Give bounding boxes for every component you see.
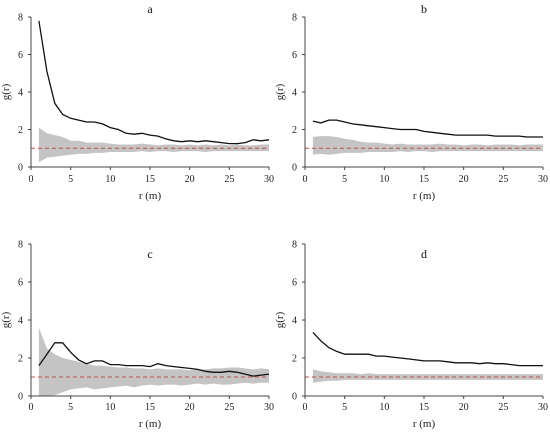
x-tick-label: 10 xyxy=(105,402,115,413)
observed-line xyxy=(38,20,270,145)
x-tick-label: 5 xyxy=(342,174,347,185)
x-tick-label: 30 xyxy=(264,402,274,413)
x-tick-label: 25 xyxy=(224,402,234,413)
y-tick-label: 4 xyxy=(292,88,297,99)
x-tick-label: 25 xyxy=(498,402,508,413)
simulation-envelope xyxy=(38,327,270,396)
y-tick-label: 4 xyxy=(18,316,23,327)
panel-label: b xyxy=(421,2,427,16)
y-tick-label: 4 xyxy=(292,316,297,327)
x-tick-label: 15 xyxy=(145,402,155,413)
x-tick-label: 15 xyxy=(419,402,429,413)
observed-line xyxy=(312,331,543,367)
y-tick-label: 8 xyxy=(292,13,297,24)
y-tick-label: 6 xyxy=(18,50,23,61)
x-tick-label: 30 xyxy=(538,402,548,413)
panel-label: a xyxy=(147,2,153,16)
observed-line xyxy=(38,342,270,377)
x-tick-label: 0 xyxy=(303,174,308,185)
x-axis-title: r (m) xyxy=(139,418,162,430)
x-axis-title: r (m) xyxy=(139,190,162,202)
x-tick-label: 5 xyxy=(68,174,73,185)
x-tick-label: 5 xyxy=(342,402,347,413)
x-tick-label: 10 xyxy=(105,174,115,185)
x-tick-label: 25 xyxy=(498,174,508,185)
y-tick-label: 0 xyxy=(18,163,23,174)
x-tick-label: 30 xyxy=(264,174,274,185)
x-tick-label: 25 xyxy=(224,174,234,185)
y-axis-title: g(r) xyxy=(274,311,286,328)
x-tick-label: 30 xyxy=(538,174,548,185)
simulation-envelope xyxy=(312,369,543,383)
panel-d: 0 5 10 15 20 25 30 0 2 4 6 8 r (m) g(r) d xyxy=(274,240,548,431)
y-tick-label: 2 xyxy=(292,354,297,365)
observed-line xyxy=(312,119,543,138)
y-tick-label: 6 xyxy=(18,278,23,289)
y-tick-label: 8 xyxy=(18,13,23,24)
y-tick-label: 0 xyxy=(18,392,23,403)
y-tick-label: 6 xyxy=(292,50,297,61)
panel-a: 0 5 10 15 20 25 30 0 2 4 6 8 r (m) g(r) a xyxy=(0,2,274,202)
y-tick-label: 2 xyxy=(18,354,23,365)
y-tick-label: 0 xyxy=(292,392,297,403)
simulation-envelope xyxy=(312,136,543,155)
panel-label: c xyxy=(147,247,152,261)
x-tick-label: 20 xyxy=(459,402,469,413)
x-tick-label: 0 xyxy=(303,402,308,413)
x-tick-label: 0 xyxy=(29,402,34,413)
x-tick-label: 0 xyxy=(29,174,34,185)
y-tick-label: 8 xyxy=(292,240,297,251)
x-tick-label: 10 xyxy=(379,402,389,413)
x-tick-label: 15 xyxy=(145,174,155,185)
x-tick-label: 20 xyxy=(459,174,469,185)
y-axis-title: g(r) xyxy=(274,83,286,100)
y-tick-label: 2 xyxy=(18,125,23,136)
simulation-envelope xyxy=(38,127,270,163)
y-tick-label: 2 xyxy=(292,125,297,136)
y-tick-label: 6 xyxy=(292,278,297,289)
x-tick-label: 5 xyxy=(68,402,73,413)
x-tick-label: 15 xyxy=(419,174,429,185)
y-axis-title: g(r) xyxy=(0,83,12,100)
y-tick-label: 8 xyxy=(18,240,23,251)
y-axis-title: g(r) xyxy=(0,311,12,328)
x-axis-title: r (m) xyxy=(413,418,436,430)
y-tick-label: 0 xyxy=(292,163,297,174)
x-tick-label: 20 xyxy=(185,174,195,185)
x-axis-title: r (m) xyxy=(413,190,436,202)
panel-c: 0 5 10 15 20 25 30 0 2 4 6 8 r (m) g(r) c xyxy=(0,240,274,431)
x-tick-label: 20 xyxy=(185,402,195,413)
panel-label: d xyxy=(421,247,427,261)
y-tick-label: 4 xyxy=(18,88,23,99)
x-tick-label: 10 xyxy=(379,174,389,185)
panel-b: 0 5 10 15 20 25 30 0 2 4 6 8 r (m) g(r) b xyxy=(274,2,548,202)
